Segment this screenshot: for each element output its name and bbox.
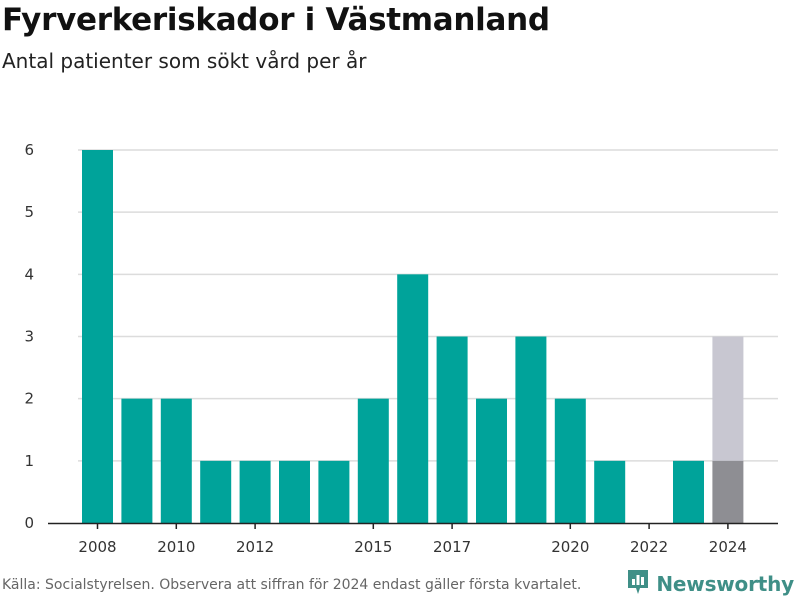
x-tick-label: 2024 [709, 538, 747, 556]
x-tick-label: 2022 [630, 538, 668, 556]
bars [82, 150, 744, 523]
y-tick-label: 0 [24, 514, 34, 532]
bar [279, 460, 310, 523]
x-tick-label: 2012 [236, 538, 274, 556]
bar [476, 398, 507, 523]
bar [397, 274, 429, 523]
y-tick-label: 2 [24, 390, 34, 408]
bar-expected-segment [712, 336, 744, 461]
bar [594, 460, 626, 523]
bar [239, 460, 271, 523]
brand-name: Newsworthy [656, 572, 794, 596]
bar [160, 398, 192, 523]
brand[interactable]: Newsworthy [626, 568, 794, 600]
x-tick-label: 2015 [354, 538, 392, 556]
x-tick-label: 2020 [551, 538, 589, 556]
bar [554, 398, 586, 523]
y-tick-label: 3 [24, 328, 34, 346]
bar [200, 460, 232, 523]
y-tick-label: 5 [24, 203, 34, 221]
x-axis-tick-labels: 2008 2010 2012 2015 2017 2020 2022 2024 [78, 538, 747, 556]
bar [121, 398, 153, 523]
x-tick-label: 2010 [157, 538, 195, 556]
bar-partial [712, 460, 744, 523]
bar [436, 336, 468, 523]
y-axis-tick-labels: 0 1 2 3 4 5 6 [24, 141, 34, 532]
y-tick-label: 1 [24, 452, 34, 470]
bar [318, 460, 350, 523]
x-axis [48, 522, 778, 529]
bar [82, 150, 113, 523]
chart-subtitle: Antal patienter som sökt vård per år [2, 49, 367, 73]
newsworthy-logo-icon [626, 568, 650, 600]
y-tick-label: 6 [24, 141, 34, 159]
bar [673, 460, 704, 523]
bar [515, 336, 547, 523]
y-tick-label: 4 [24, 265, 34, 283]
x-tick-label: 2017 [433, 538, 471, 556]
chart-title: Fyrverkeriskador i Västmanland [2, 2, 550, 38]
source-note: Källa: Socialstyrelsen. Observera att si… [2, 577, 582, 593]
bar [357, 398, 389, 523]
x-tick-label: 2008 [78, 538, 116, 556]
